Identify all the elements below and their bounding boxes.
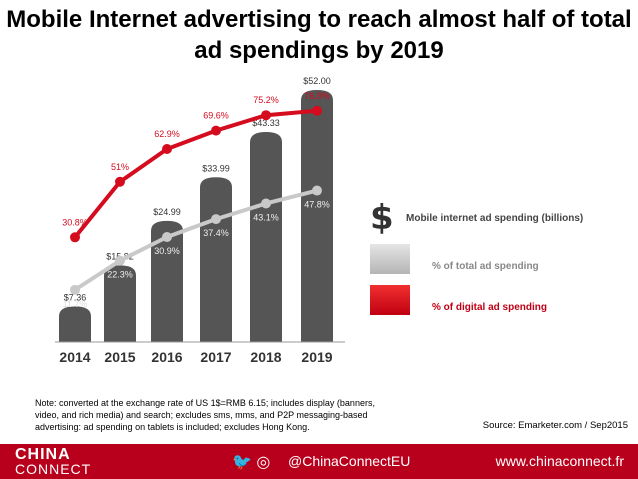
page-title: Mobile Internet advertising to reach alm…: [6, 6, 632, 64]
digital-label-2015: 51%: [111, 162, 129, 172]
note: Note: converted at the exchange rate of …: [35, 398, 375, 432]
total-point-2016: [162, 232, 172, 243]
bar-2018: [250, 132, 282, 342]
total-label-2019: 47.8%: [304, 200, 330, 210]
digital-label-2014: 30.8%: [62, 217, 88, 227]
digital-point-2019: [312, 105, 322, 116]
bar-label-2014: $7.36: [64, 292, 87, 302]
x-tick-2016: 2016: [151, 349, 182, 365]
digital-label-2019: 76.8%: [304, 91, 330, 101]
bar-label-2017: $33.99: [202, 163, 230, 173]
legend-total: % of total ad spending: [432, 261, 539, 272]
legend-digital: % of digital ad spending: [432, 302, 547, 313]
twitter-handle[interactable]: @ChinaConnectEU: [288, 453, 411, 469]
legend-mobile: Mobile internet ad spending (billions): [406, 213, 584, 224]
total-label-2015: 22.3%: [107, 270, 133, 280]
x-tick-2019: 2019: [301, 349, 332, 365]
brand-logo-line2: CONNECT: [15, 461, 92, 477]
digital-label-2017: 69.6%: [203, 111, 229, 121]
total-point-2014: [70, 284, 80, 295]
total-point-2015: [115, 255, 125, 266]
digital-point-2017: [211, 125, 221, 136]
digital-point-2018: [261, 110, 271, 121]
dollar-icon: $: [370, 198, 394, 238]
total-point-2017: [211, 214, 221, 225]
x-tick-2014: 2014: [59, 349, 90, 365]
brand-logo-line1: CHINA: [15, 446, 71, 463]
legend-total-swatch: [370, 244, 410, 274]
total-point-2019: [312, 185, 322, 196]
source: Source: Emarketer.com / Sep2015: [482, 420, 628, 431]
digital-label-2018: 75.2%: [253, 95, 279, 105]
bar-label-2018: $43.33: [252, 118, 280, 128]
total-point-2018: [261, 198, 271, 209]
x-tick-2015: 2015: [104, 349, 135, 365]
bar-2017: [200, 177, 232, 342]
total-label-2014: 11.7%: [63, 299, 88, 309]
social-icons[interactable]: 🐦 ◎: [232, 454, 271, 471]
digital-point-2015: [115, 176, 125, 187]
total-line: [73, 188, 318, 292]
footer: CHINA CONNECT 🐦 ◎ @ChinaConnectEU www.ch…: [0, 444, 638, 479]
website-link[interactable]: www.chinaconnect.fr: [495, 453, 624, 469]
digital-line: [73, 108, 318, 239]
total-label-2018: 43.1%: [253, 212, 279, 222]
x-tick-2018: 2018: [250, 349, 281, 365]
bar-2015: [104, 265, 136, 342]
bar-2019: [301, 90, 333, 342]
bar-2014: [59, 306, 91, 342]
total-label-2016: 30.9%: [154, 246, 180, 256]
legend-digital-swatch: [370, 285, 410, 315]
digital-point-2014: [70, 232, 80, 243]
chart: $7.36$15.82$24.99$33.99$43.33$52.0020142…: [55, 76, 345, 365]
digital-point-2016: [162, 144, 172, 155]
x-tick-2017: 2017: [200, 349, 231, 365]
bar-label-2019: $52.00: [303, 76, 331, 86]
digital-label-2016: 62.9%: [154, 129, 180, 139]
bar-label-2016: $24.99: [153, 207, 181, 217]
bar-2016: [151, 220, 183, 342]
total-label-2017: 37.4%: [203, 228, 229, 238]
